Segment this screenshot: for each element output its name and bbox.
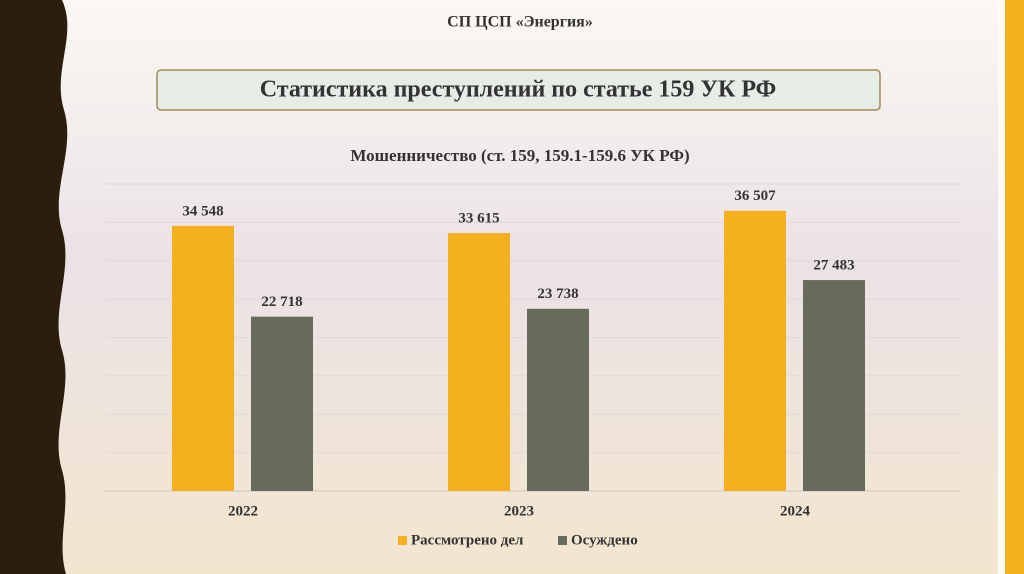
data-label: 22 718 <box>261 294 302 310</box>
data-label: 34 548 <box>182 203 223 219</box>
data-label: 23 738 <box>537 286 578 302</box>
bar <box>527 308 589 491</box>
data-label: 36 507 <box>734 188 776 204</box>
bar <box>724 210 786 491</box>
left-border <box>0 0 68 574</box>
slide-title: Статистика преступлений по статье 159 УК… <box>260 77 776 103</box>
right-stripe-light <box>998 0 1005 574</box>
header: СП ЦСП «Энергия» <box>447 14 593 31</box>
right-stripe <box>1005 0 1024 574</box>
x-tick-label: 2023 <box>504 503 534 519</box>
x-tick-label: 2024 <box>780 503 811 519</box>
legend-label: Осуждено <box>571 532 638 548</box>
chart-title: Мошенничество (ст. 159, 159.1-159.6 УК Р… <box>350 146 689 165</box>
x-tick-label: 2022 <box>228 503 258 519</box>
bar <box>172 225 234 491</box>
legend-swatch <box>398 536 407 545</box>
legend-swatch <box>558 536 567 545</box>
data-label: 33 615 <box>458 210 499 226</box>
data-label: 27 483 <box>813 258 854 274</box>
bar <box>448 233 510 491</box>
bar <box>803 280 865 491</box>
bar <box>251 316 313 491</box>
legend-label: Рассмотрено дел <box>411 532 524 548</box>
title-box <box>156 69 881 111</box>
